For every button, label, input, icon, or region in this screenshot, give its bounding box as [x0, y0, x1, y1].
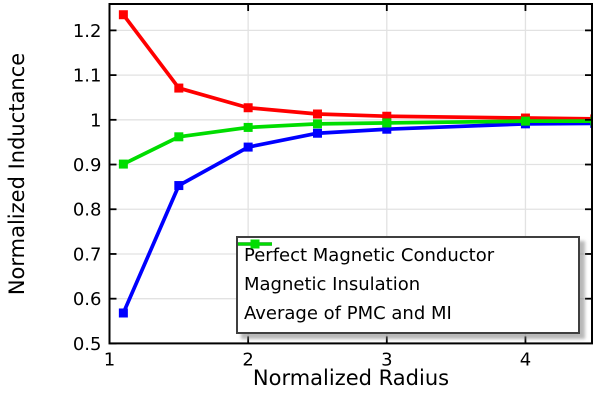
- y-tick-label: 0.6: [73, 289, 102, 310]
- plot-frame: [108, 3, 593, 345]
- y-tick-label: 0.7: [73, 244, 102, 265]
- series-marker: [312, 128, 322, 138]
- series-marker: [312, 109, 322, 119]
- series-marker: [382, 111, 392, 121]
- x-tick-label: 2: [242, 349, 253, 370]
- series-marker: [520, 116, 530, 126]
- series-marker: [118, 308, 128, 318]
- legend-label: Perfect Magnetic Conductor: [244, 245, 495, 267]
- legend: Perfect Magnetic Conductor Magnetic Insul…: [236, 236, 580, 334]
- series-marker: [243, 103, 253, 113]
- legend-marker-icon: [238, 239, 272, 249]
- series-marker: [243, 122, 253, 132]
- y-axis-label: Normalized Inductance: [5, 52, 29, 296]
- y-tick-label: 0.8: [73, 200, 102, 221]
- legend-label: Magnetic Insulation: [244, 273, 421, 295]
- series-marker: [118, 10, 128, 20]
- series-marker: [382, 118, 392, 128]
- x-tick-label: 1: [104, 349, 115, 370]
- legend-item: Perfect Magnetic Conductor: [238, 239, 572, 267]
- y-tick-label: 1: [90, 110, 101, 131]
- y-tick-label: 1.2: [73, 21, 102, 42]
- y-tick-label: 1.1: [73, 66, 102, 87]
- y-tick-label: 0.5: [73, 334, 102, 355]
- series-marker: [312, 119, 322, 129]
- x-axis-label: Normalized Radius: [252, 366, 450, 390]
- series-marker: [174, 132, 184, 142]
- series-marker: [118, 159, 128, 169]
- x-tick-label: 4: [520, 349, 531, 370]
- x-tick-label: 3: [381, 349, 392, 370]
- series-marker: [174, 83, 184, 93]
- series-marker: [243, 142, 253, 152]
- legend-item: Magnetic Insulation: [238, 239, 572, 295]
- legend-item: Average of PMC and MI: [238, 239, 572, 324]
- legend-label: Average of PMC and MI: [244, 302, 452, 324]
- series-marker: [174, 181, 184, 191]
- series-marker: [382, 124, 392, 134]
- y-tick-label: 0.9: [73, 155, 102, 176]
